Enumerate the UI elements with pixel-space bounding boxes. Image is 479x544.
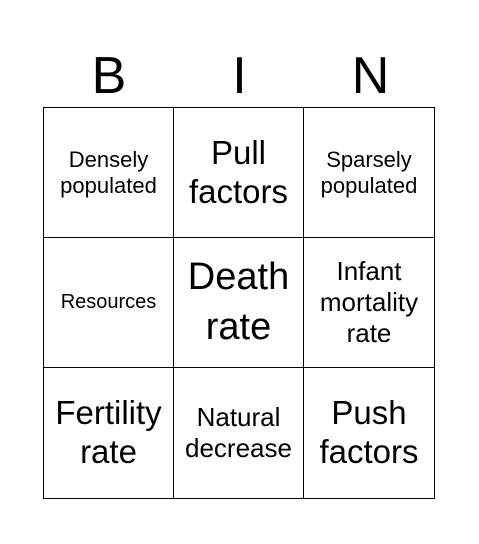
bingo-card: Densely populated Pull factors Sparsely … [43, 107, 435, 499]
header-letter-b: B [91, 47, 127, 105]
bingo-header: B I N [44, 44, 436, 108]
bingo-cell-resources[interactable]: Resources [44, 238, 174, 368]
bingo-cell-fertility-rate[interactable]: Fertility rate [44, 368, 174, 498]
bingo-cell-natural-decrease[interactable]: Natural decrease [174, 368, 304, 498]
bingo-cell-push-factors[interactable]: Push factors [319, 394, 419, 470]
bingo-cell-death-rate[interactable]: Death rate [174, 238, 304, 368]
bingo-cell-sparsely-populated[interactable]: Sparsely populated [304, 108, 434, 238]
bingo-cell-infant-mortality-rate[interactable]: Infant mortality rate [304, 238, 434, 368]
bingo-cell-densely-populated[interactable]: Densely populated [44, 108, 174, 238]
header-letter-n: N [351, 47, 390, 105]
header-letter-i: I [232, 47, 247, 105]
bingo-cell-pull-factors[interactable]: Pull factors [174, 108, 304, 238]
